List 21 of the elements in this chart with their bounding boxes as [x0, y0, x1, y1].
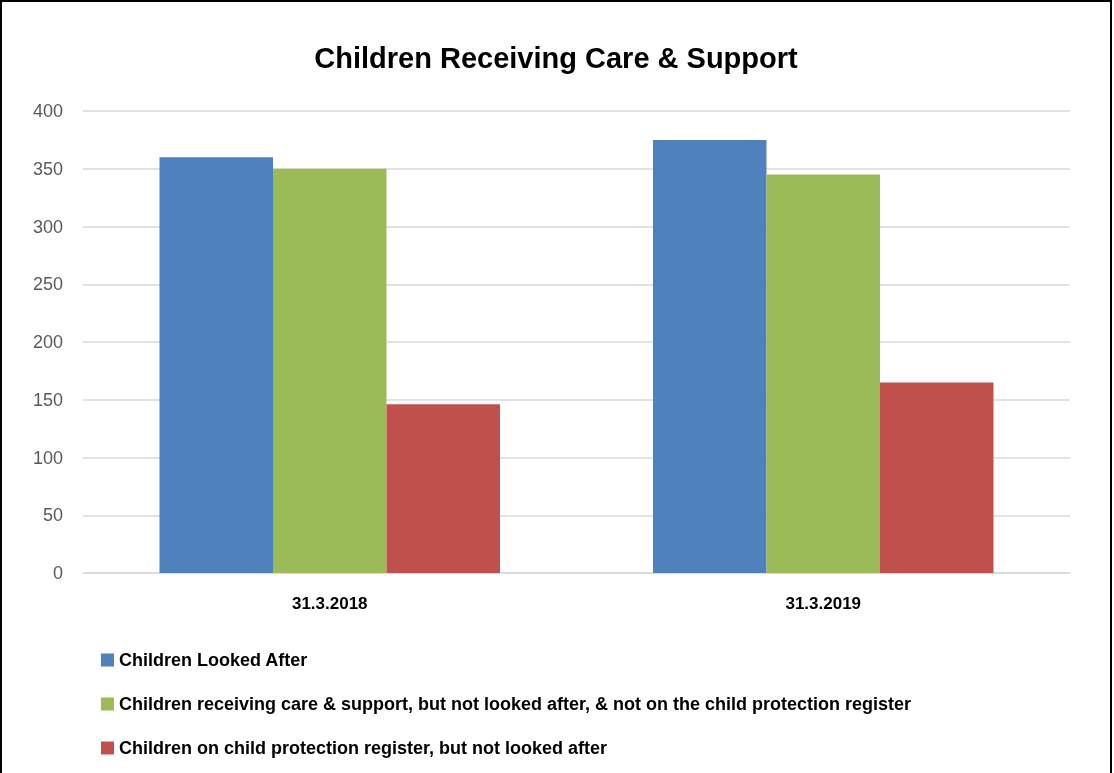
- x-tick-label: 31.3.2019: [785, 594, 862, 613]
- y-tick-label: 200: [32, 332, 63, 352]
- y-tick-label: 100: [32, 447, 63, 468]
- y-tick-label: 400: [32, 101, 63, 121]
- legend-label: Children on child protection register, but not looked after: [119, 738, 608, 758]
- bar: [652, 139, 767, 573]
- bar: [880, 382, 994, 573]
- y-tick-label: 350: [32, 158, 63, 179]
- bar: [273, 168, 387, 573]
- y-tick-label: 0: [52, 563, 63, 583]
- y-tick-label: 300: [32, 216, 63, 237]
- bar: [159, 157, 273, 573]
- y-tick-label: 150: [32, 389, 63, 410]
- y-tick-label: 250: [32, 274, 63, 295]
- bar: [766, 174, 880, 573]
- x-tick-label: 31.3.2018: [291, 594, 368, 613]
- legend-label: Children Looked After: [119, 650, 308, 670]
- y-tick-label: 50: [42, 505, 63, 526]
- bar: [386, 404, 501, 573]
- chart-title: Children Receiving Care & Support: [314, 41, 799, 74]
- legend-label: Children receiving care & support, but not looked after, & not on the child protection register: [119, 694, 912, 714]
